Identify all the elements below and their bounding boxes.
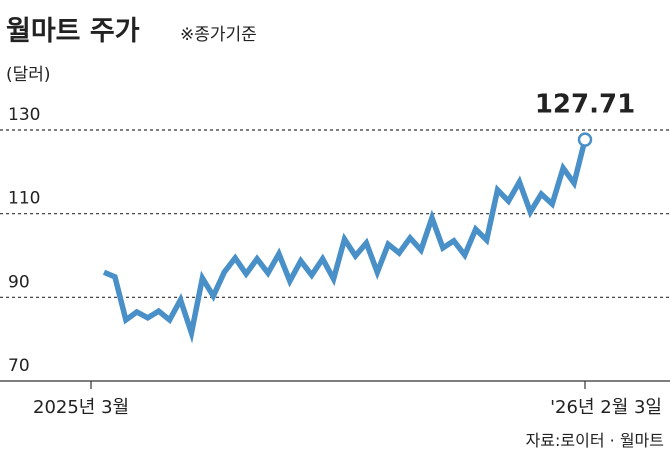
y-tick-label: 90 bbox=[8, 272, 30, 292]
end-marker bbox=[577, 132, 593, 147]
source: 자료:로이터 · 월마트 bbox=[526, 431, 664, 450]
y-tick-label: 130 bbox=[8, 105, 40, 125]
line bbox=[102, 138, 588, 344]
data-label: 127.71 bbox=[535, 90, 635, 120]
chart-subtitle: ※종가기준 bbox=[180, 25, 257, 45]
x-tick-label: '26년 2월 3일 bbox=[550, 397, 662, 418]
y-tick-label: 110 bbox=[8, 189, 40, 209]
y-axis-label: (달러) bbox=[6, 65, 51, 85]
chart-title: 월마트 주가 bbox=[6, 16, 140, 47]
x-tick-label: 2025년 3월 bbox=[33, 397, 129, 418]
y-tick-label: 70 bbox=[8, 356, 30, 376]
